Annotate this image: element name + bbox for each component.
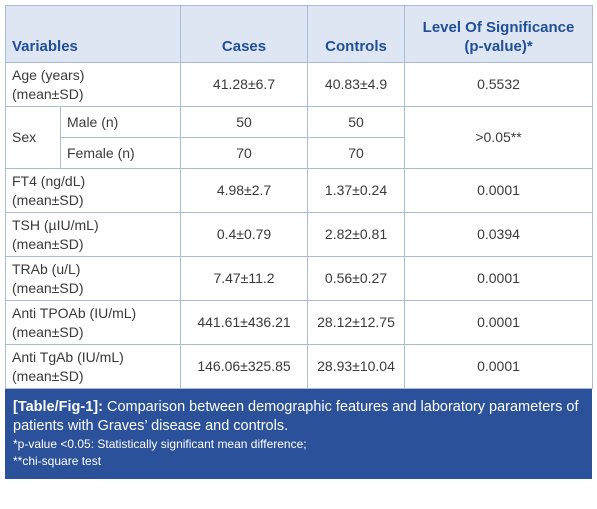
text-line: Level Of Significance	[422, 19, 575, 36]
table-row: Anti TgAb (IU/mL) (mean±SD) 146.06±325.85 2…	[4, 344, 594, 389]
variable-cell: TRAb (u/L) (mean±SD)	[4, 256, 182, 301]
cell-text: Cases	[221, 38, 267, 55]
text-line: FT4 (ng/dL)	[12, 172, 86, 189]
group-cell: Sex	[5, 106, 61, 169]
cell-text: 0.0001	[477, 182, 520, 198]
controls-cell: 28.93±10.04	[307, 344, 406, 389]
text-line: (mean±SD)	[12, 279, 84, 296]
text-line: Anti TPOAb (IU/mL)	[12, 304, 137, 321]
text-line: Anti TgAb (IU/mL)	[12, 348, 124, 365]
table-row: Anti TPOAb (IU/mL) (mean±SD) 441.61±436.21…	[4, 300, 594, 345]
controls-cell: 50	[307, 106, 406, 138]
figure: Variables Cases Controls Level Of Significa…	[4, 5, 594, 479]
cases-cell: 146.06±325.85	[180, 344, 309, 389]
cell-text: 70	[348, 144, 364, 161]
header-cell: Variables	[4, 5, 182, 63]
controls-cell: 2.82±0.81	[307, 212, 406, 257]
cell-text: 0.5532	[477, 76, 520, 92]
text-line: TRAb (u/L)	[12, 260, 81, 277]
p-cell: 0.0394	[404, 212, 594, 257]
cases-cell: 4.98±2.7	[180, 168, 309, 213]
cases-cell: 50	[180, 106, 309, 138]
caption-note: *p-value <0.05: Statistically significan…	[13, 437, 307, 451]
cell-text: Sex	[12, 129, 37, 145]
cell-text: 41.28±6.7	[212, 76, 276, 92]
cell-text: Male (n)	[67, 113, 119, 130]
variable-cell: Age (years) (mean±SD)	[4, 62, 182, 107]
cell-text: 28.93±10.04	[317, 358, 395, 374]
cell-text: 70	[236, 144, 252, 161]
cell-text: Controls	[325, 38, 387, 55]
controls-cell: 40.83±4.9	[307, 62, 406, 107]
table-row: TSH (µIU/mL) (mean±SD) 0.4±0.79 2.82±0.81 0.…	[4, 212, 594, 257]
header-cell: Controls	[307, 5, 406, 63]
p-cell: 0.0001	[404, 344, 594, 389]
p-cell: 0.5532	[404, 62, 594, 107]
p-cell: 0.0001	[404, 168, 594, 213]
table-row: Age (years) (mean±SD) 41.28±6.7 40.83±4.9 0.…	[4, 62, 594, 107]
controls-cell: 28.12±12.75	[307, 300, 406, 345]
cell-text: 7.47±11.2	[213, 270, 275, 286]
cell-text: 4.98±2.7	[216, 182, 272, 198]
cell-text: 0.4±0.79	[216, 226, 272, 242]
cell-text: 50	[348, 113, 364, 130]
cell-text: 441.61±436.21	[197, 314, 291, 330]
p-cell: >0.05**	[404, 106, 594, 169]
cases-cell: 70	[180, 137, 309, 169]
cell-text: Female (n)	[67, 144, 135, 161]
text-line: (p-value)*	[464, 38, 533, 55]
table-row: Sex Male (n) 50 50 >0.05**	[5, 106, 594, 169]
controls-cell: 70	[307, 137, 406, 169]
cases-cell: 441.61±436.21	[180, 300, 309, 345]
cell-text: >0.05**	[475, 129, 522, 145]
cell-text: 28.12±12.75	[317, 314, 395, 330]
controls-cell: 0.56±0.27	[307, 256, 406, 301]
cell-text: 0.56±0.27	[324, 270, 388, 286]
cases-cell: 7.47±11.2	[180, 256, 309, 301]
cell-text: Variables	[12, 38, 78, 55]
variable-cell: FT4 (ng/dL) (mean±SD)	[4, 168, 182, 213]
cell-text: 2.82±0.81	[324, 226, 388, 242]
cell-text: 50	[236, 113, 252, 130]
sub-label-cell: Male (n)	[59, 106, 182, 138]
cell-text: 0.0394	[477, 226, 520, 242]
text-line: (mean±SD)	[12, 85, 84, 102]
text-line: (mean±SD)	[12, 191, 84, 208]
table-row: Female (n) 70 70	[6, 137, 593, 169]
variable-cell: Anti TgAb (IU/mL) (mean±SD)	[4, 344, 182, 389]
text-line: Age (years)	[12, 66, 85, 83]
text-line: (mean±SD)	[12, 235, 84, 252]
text-line: (mean±SD)	[12, 367, 84, 384]
data-table: Variables Cases Controls Level Of Significa…	[4, 5, 594, 389]
header-cell: Cases	[180, 5, 309, 63]
cell-text: 1.37±0.24	[324, 182, 388, 198]
p-cell: 0.0001	[404, 300, 594, 345]
header-cell: Level Of Significance (p-value)*	[404, 5, 594, 63]
caption-label: [Table/Fig-1]:	[13, 399, 103, 415]
cell-text: 0.0001	[477, 358, 520, 374]
text-line: TSH (µIU/mL)	[12, 216, 99, 233]
p-cell: 0.0001	[404, 256, 594, 301]
cases-cell: 0.4±0.79	[180, 212, 309, 257]
table-row: TRAb (u/L) (mean±SD) 7.47±11.2 0.56±0.27 0.0…	[4, 256, 594, 301]
caption: [Table/Fig-1]: Comparison between demogr…	[5, 389, 592, 479]
sub-label-cell: Female (n)	[59, 137, 182, 169]
caption-note: **chi-square test	[13, 454, 102, 468]
variable-cell: TSH (µIU/mL) (mean±SD)	[4, 212, 182, 257]
text-line: (mean±SD)	[12, 323, 84, 340]
caption-text: Comparison between demographic features …	[13, 399, 579, 434]
variable-cell: Anti TPOAb (IU/mL) (mean±SD)	[4, 300, 182, 345]
controls-cell: 1.37±0.24	[307, 168, 406, 213]
header-row: Variables Cases Controls Level Of Significa…	[4, 5, 594, 63]
cell-text: 40.83±4.9	[324, 76, 388, 92]
cell-text: 0.0001	[477, 314, 520, 330]
cases-cell: 41.28±6.7	[180, 62, 309, 107]
cell-text: 0.0001	[477, 270, 520, 286]
cell-text: 146.06±325.85	[197, 358, 291, 374]
table-row: FT4 (ng/dL) (mean±SD) 4.98±2.7 1.37±0.24 0.0…	[4, 168, 594, 213]
